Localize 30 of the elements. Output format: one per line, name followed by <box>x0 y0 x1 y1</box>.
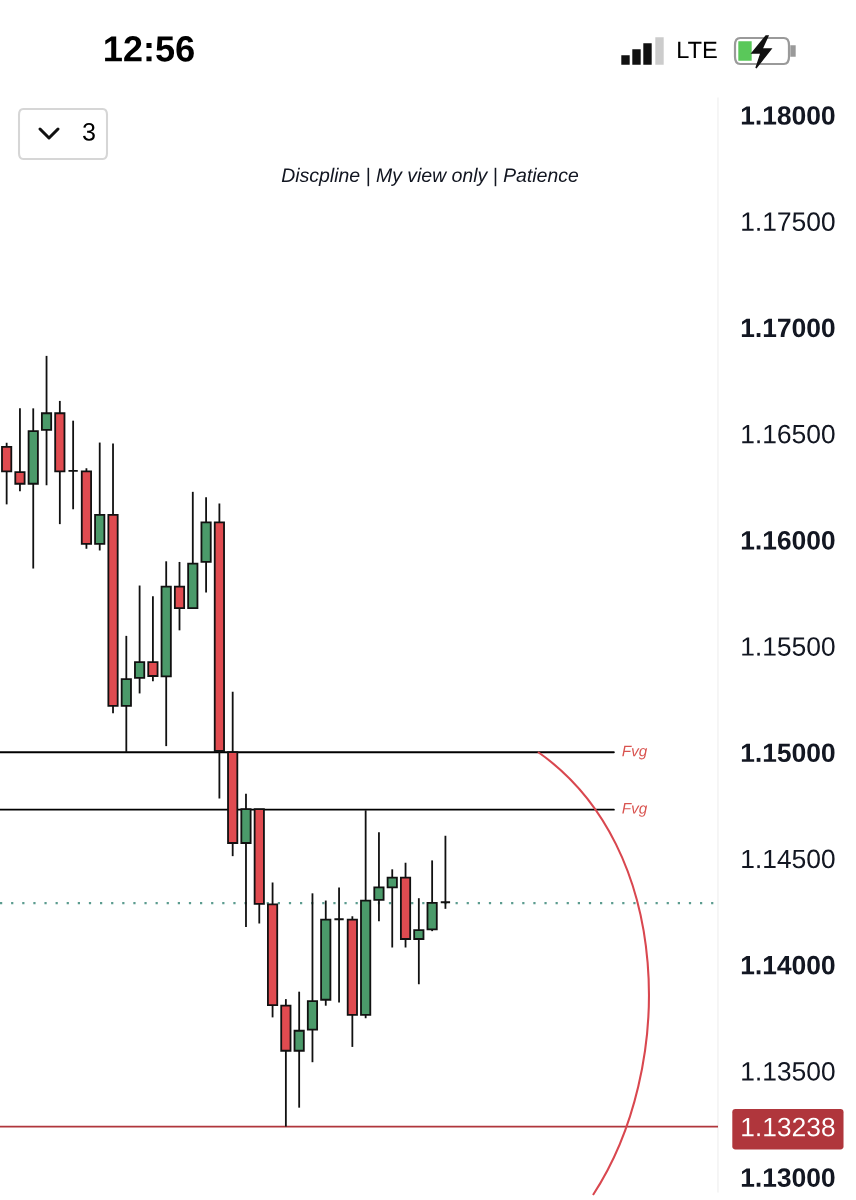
candlestick <box>134 584 146 695</box>
candlestick <box>173 561 186 632</box>
candlestick <box>333 886 345 1004</box>
y-tick-label: 1.18000 <box>741 106 835 125</box>
candlestick <box>14 407 26 493</box>
candlestick <box>67 419 79 511</box>
y-tick-label: 1.17500 <box>742 212 835 232</box>
candlestick <box>413 897 425 986</box>
candlestick <box>386 868 398 949</box>
text: 12:56 <box>105 36 194 62</box>
candlestick <box>147 595 159 683</box>
y-tick-label: 1.16000 <box>741 530 835 550</box>
y-tick-label: 1.14500 <box>742 849 835 869</box>
candlestick <box>40 354 53 487</box>
ref-line-label: Fvg <box>622 803 648 817</box>
annotation: 3 <box>83 123 95 141</box>
y-tick-label: 1.13000 <box>741 1168 835 1187</box>
text: Discpline | My view only | Patience <box>281 167 579 187</box>
y-tick-label: 1.13500 <box>742 1062 835 1081</box>
candlestick <box>293 990 305 1109</box>
text: LTE <box>678 41 717 59</box>
candlestick <box>373 831 385 923</box>
y-tick-label: 1.15500 <box>742 637 835 656</box>
y-tick-label: 1.14000 <box>741 955 835 975</box>
y-tick-label: 1.15000 <box>741 743 835 763</box>
y-tick-label: 1.17000 <box>741 318 835 338</box>
candlestick <box>439 834 451 910</box>
ref-line-label: Fvg <box>622 745 648 760</box>
y-tick-label: 1.16500 <box>742 424 835 444</box>
y-tick-label: 1.13238 <box>742 1117 835 1137</box>
